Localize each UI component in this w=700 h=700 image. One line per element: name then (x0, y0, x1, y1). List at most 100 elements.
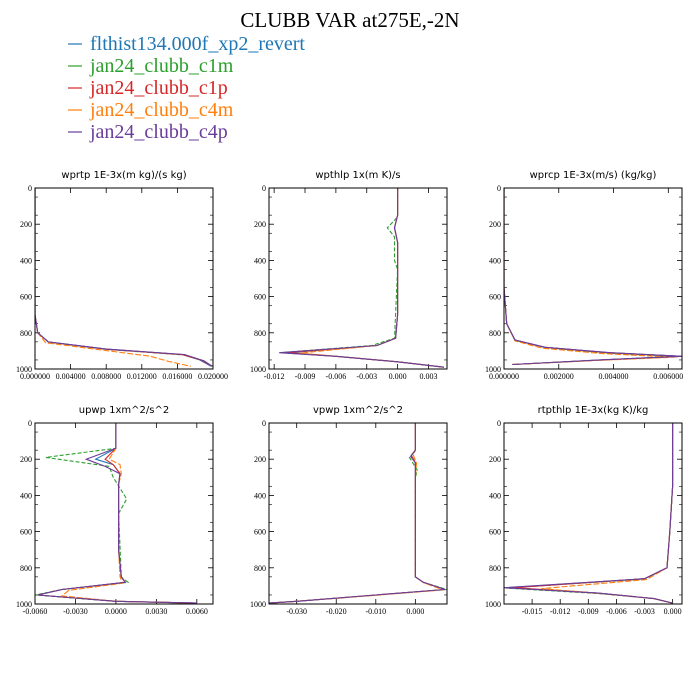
y-tick-label: 600 (20, 293, 32, 302)
y-tick-label: 400 (254, 491, 266, 500)
y-tick-label: 200 (20, 455, 32, 464)
legend-entry: jan24_clubb_c1m (68, 55, 234, 77)
series-line (505, 423, 674, 604)
y-tick-label: 400 (489, 256, 501, 265)
y-tick-label: 0 (28, 419, 32, 428)
y-tick-label: 1000 (16, 365, 32, 374)
series-line (37, 423, 197, 604)
y-tick-label: 800 (20, 329, 32, 338)
series-line (35, 188, 213, 367)
series-line (269, 423, 447, 604)
figure-title: CLUBB VAR at275E,-2N (240, 8, 459, 32)
series-line (269, 423, 446, 604)
legend-entry: jan24_clubb_c4m (68, 99, 234, 121)
x-tick-label: -0.003 (356, 372, 377, 381)
x-tick-label: 0.0030 (145, 607, 167, 616)
x-tick-label: 0.000000 (20, 372, 50, 381)
x-tick-label: -0.030 (286, 607, 307, 616)
y-tick-label: 800 (20, 564, 32, 573)
x-tick-label: 0.020000 (198, 372, 228, 381)
subplot-title: wprtp 1E-3x(m kg)/(s kg) (61, 170, 186, 181)
subplot: upwp 1xm^2/s^2 0 200 400 600 800 1000-0.0060 -0… (16, 405, 214, 616)
y-tick-label: 200 (20, 220, 32, 229)
y-tick-label: 0 (28, 184, 32, 193)
y-tick-label: 1000 (485, 365, 501, 374)
x-tick-label: 0.002000 (544, 372, 574, 381)
legend-entry: jan24_clubb_c4p (68, 121, 228, 143)
x-tick-label: 0.000 (406, 607, 424, 616)
y-tick-label: 600 (489, 293, 501, 302)
x-tick-label: -0.003 (634, 607, 655, 616)
x-tick-label: -0.012 (264, 372, 285, 381)
y-tick-label: 200 (489, 220, 501, 229)
subplot: rtpthlp 1E-3x(kg K)/kg 0 200 400 600 800 1000 -… (485, 405, 683, 616)
series-line (35, 188, 191, 367)
y-tick-label: 1000 (485, 600, 501, 609)
subplot-title: wpthlp 1x(m K)/s (315, 170, 400, 181)
series-line (279, 188, 444, 368)
plot-frame (268, 422, 448, 605)
x-tick-label: -0.006 (326, 372, 347, 381)
plot-frame (268, 187, 448, 370)
plot-frame (503, 422, 683, 605)
y-tick-label: 1000 (250, 365, 266, 374)
plot-frame (34, 187, 214, 370)
y-tick-label: 600 (254, 528, 266, 537)
legend: flthist134.000f_xp2_revertjan24_clubb_c1… (68, 33, 305, 143)
plot-frame (503, 187, 683, 370)
x-tick-label: -0.020 (326, 607, 347, 616)
subplot-title: wprcp 1E-3x(m/s) (kg/kg) (530, 170, 657, 181)
y-tick-label: 0 (262, 419, 266, 428)
y-tick-label: 800 (254, 329, 266, 338)
subplot-title: rtpthlp 1E-3x(kg K)/kg (538, 405, 649, 416)
series-line (269, 423, 446, 604)
x-tick-label: 0.0060 (186, 607, 208, 616)
series-line (35, 188, 212, 367)
y-tick-label: 400 (20, 491, 32, 500)
subplot: vpwp 1xm^2/s^2 0 200 400 600 800 1000 -0.030 -0.… (250, 405, 448, 616)
series-line (504, 188, 682, 366)
series-line (504, 188, 682, 366)
series-line (504, 188, 682, 366)
y-tick-label: 400 (254, 256, 266, 265)
panels: wprtp 1E-3x(m kg)/(s kg) 0 200 400 600 800 100… (16, 170, 683, 616)
series-line (37, 423, 197, 604)
series-line (35, 188, 213, 367)
x-tick-label: 0.008000 (91, 372, 121, 381)
x-tick-label: -0.009 (578, 607, 599, 616)
y-tick-label: 800 (254, 564, 266, 573)
legend-label: jan24_clubb_c1m (89, 55, 234, 77)
y-tick-label: 200 (254, 455, 266, 464)
x-tick-label: -0.0060 (23, 607, 48, 616)
y-tick-label: 1000 (250, 600, 266, 609)
x-tick-label: 0.012000 (127, 372, 157, 381)
x-tick-label: 0.016000 (162, 372, 192, 381)
x-tick-label: 0.000 (664, 607, 682, 616)
series-line (37, 423, 197, 604)
series-line (35, 188, 213, 367)
x-tick-label: 0.006000 (653, 372, 683, 381)
legend-entry: jan24_clubb_c1p (68, 77, 228, 99)
subplot-title: upwp 1xm^2/s^2 (79, 405, 169, 416)
y-tick-label: 200 (254, 220, 266, 229)
y-tick-label: 200 (489, 455, 501, 464)
legend-label: flthist134.000f_xp2_revert (90, 33, 305, 55)
x-tick-label: 0.000000 (489, 372, 519, 381)
x-tick-label: 0.003 (419, 372, 437, 381)
series-line (35, 423, 197, 604)
series-line (289, 188, 444, 368)
x-tick-label: -0.0030 (63, 607, 88, 616)
subplot: wprcp 1E-3x(m/s) (kg/kg) 0 200 400 600 800 100… (485, 170, 683, 381)
series-line (541, 423, 674, 604)
y-tick-label: 0 (262, 184, 266, 193)
x-tick-label: -0.006 (606, 607, 627, 616)
subplot: wprtp 1E-3x(m kg)/(s kg) 0 200 400 600 800 100… (16, 170, 228, 381)
series-line (279, 188, 444, 368)
series-line (504, 188, 674, 366)
legend-label: jan24_clubb_c1p (89, 77, 228, 99)
y-tick-label: 600 (20, 528, 32, 537)
y-tick-label: 400 (20, 256, 32, 265)
y-tick-label: 800 (489, 564, 501, 573)
series-line (299, 188, 444, 368)
